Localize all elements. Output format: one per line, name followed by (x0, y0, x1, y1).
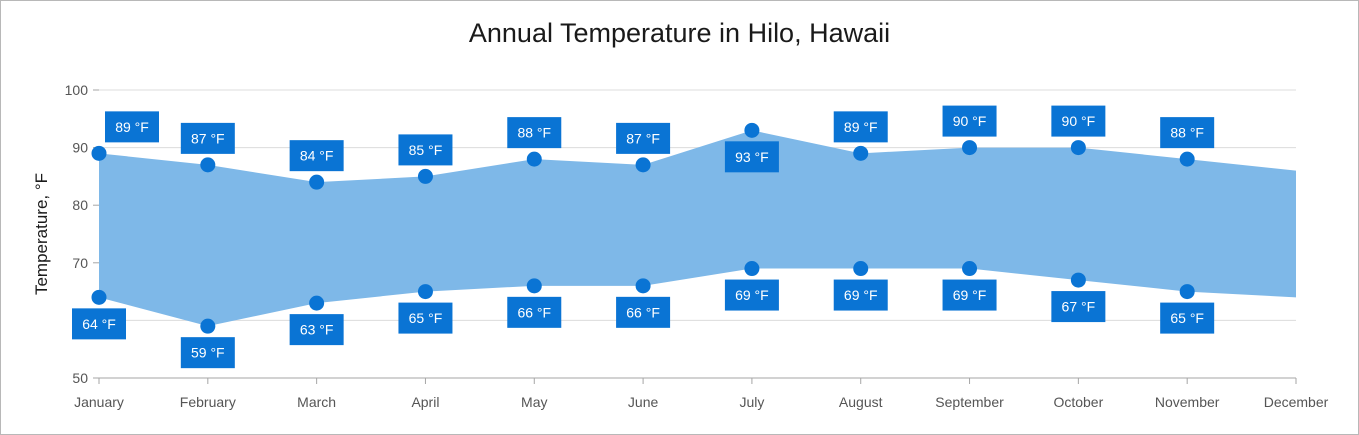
low-data-label: 59 °F (191, 345, 225, 361)
high-marker (853, 145, 869, 161)
x-tick-label: January (74, 394, 124, 410)
high-data-label: 90 °F (1062, 113, 1096, 129)
high-marker (309, 174, 325, 190)
high-marker (744, 122, 760, 138)
x-tick-label: July (739, 394, 764, 410)
high-data-label: 87 °F (191, 130, 225, 146)
low-data-label: 65 °F (1170, 310, 1204, 326)
y-tick-label: 70 (72, 255, 88, 271)
low-data-label-box (616, 296, 671, 328)
high-data-label: 89 °F (115, 119, 149, 135)
high-marker (1179, 151, 1195, 167)
low-data-label-box (1160, 302, 1215, 334)
high-data-label-box (105, 111, 159, 143)
high-data-label-box (398, 134, 453, 166)
low-data-label: 65 °F (409, 310, 443, 326)
x-tick-label: December (1264, 394, 1329, 410)
high-marker (635, 157, 651, 173)
low-data-label-box (942, 279, 997, 311)
low-data-label: 69 °F (735, 287, 769, 303)
y-tick-label: 100 (65, 82, 89, 98)
low-data-label: 66 °F (626, 304, 660, 320)
high-data-label-box (833, 111, 888, 143)
high-marker (91, 145, 107, 161)
low-data-label-box (833, 279, 888, 311)
low-data-label: 69 °F (844, 287, 878, 303)
low-marker (853, 261, 869, 277)
high-data-label: 88 °F (1170, 125, 1204, 141)
high-data-label-box (942, 105, 997, 137)
chart-title: Annual Temperature in Hilo, Hawaii (468, 18, 891, 48)
high-data-label: 85 °F (409, 142, 443, 158)
low-marker (635, 278, 651, 294)
high-data-label-box (616, 122, 671, 154)
high-marker (200, 157, 216, 173)
high-marker (1070, 140, 1086, 156)
low-marker (200, 318, 216, 334)
low-data-label-box (72, 308, 126, 340)
low-marker (417, 284, 433, 300)
high-data-label-box (507, 117, 562, 149)
low-data-label: 69 °F (953, 287, 987, 303)
high-data-label: 89 °F (844, 119, 878, 135)
low-data-label-box (1051, 291, 1106, 323)
x-tick-label: June (628, 394, 659, 410)
y-tick-label: 50 (72, 370, 88, 386)
low-marker (1179, 284, 1195, 300)
low-data-label-box (289, 314, 344, 346)
low-data-label-box (180, 337, 235, 369)
high-marker (962, 140, 978, 156)
low-data-label: 66 °F (517, 304, 551, 320)
low-data-label: 63 °F (300, 322, 334, 338)
high-data-label-box (180, 122, 235, 154)
high-data-label: 93 °F (735, 149, 769, 165)
low-marker (526, 278, 542, 294)
high-data-label-box (1160, 117, 1215, 149)
low-data-label: 67 °F (1062, 299, 1096, 315)
high-data-label: 90 °F (953, 113, 987, 129)
low-data-label-box (507, 296, 562, 328)
high-marker (526, 151, 542, 167)
low-marker (744, 261, 760, 277)
low-marker (91, 289, 107, 305)
high-data-label: 87 °F (626, 130, 660, 146)
x-tick-label: April (411, 394, 439, 410)
high-data-label-box (724, 141, 779, 173)
low-marker (309, 295, 325, 311)
high-data-label-box (1051, 105, 1106, 137)
high-data-label: 88 °F (517, 125, 551, 141)
y-tick-label: 80 (72, 197, 88, 213)
high-data-label-box (289, 140, 344, 172)
x-tick-label: February (180, 394, 236, 410)
y-tick-label: 90 (72, 140, 88, 156)
high-data-label: 84 °F (300, 148, 334, 164)
x-tick-label: March (297, 394, 336, 410)
x-tick-label: August (839, 394, 883, 410)
x-tick-label: November (1155, 394, 1220, 410)
low-marker (962, 261, 978, 277)
low-marker (1070, 272, 1086, 288)
high-marker (417, 168, 433, 184)
range-area (99, 130, 1296, 327)
low-data-label-box (724, 279, 779, 311)
x-tick-label: September (935, 394, 1004, 410)
low-data-label-box (398, 302, 453, 334)
low-data-label: 64 °F (82, 316, 116, 332)
x-tick-label: May (521, 394, 547, 410)
x-tick-label: October (1053, 394, 1103, 410)
